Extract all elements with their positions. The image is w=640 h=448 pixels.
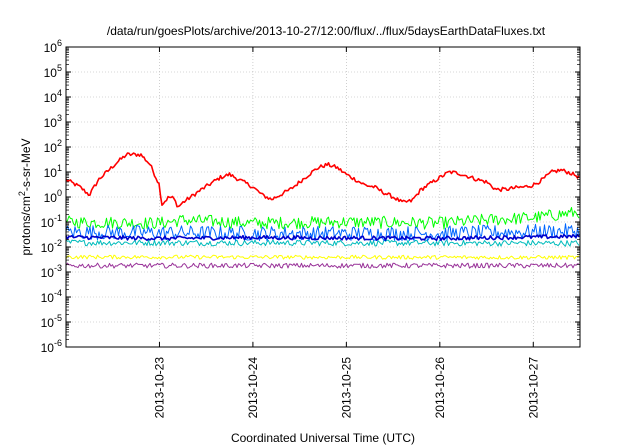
- x-tick-label: 2013-10-23: [152, 357, 166, 419]
- chart-title: /data/run/goesPlots/archive/2013-10-27/1…: [107, 24, 546, 38]
- y-axis: 10-6 10-5 10-4 10-3 10-2 10-1 100 101 102 103 104 1…: [41, 38, 580, 355]
- series-line-7: [65, 262, 580, 269]
- y-axis-label: protons/cm2-s-sr-MeV: [17, 138, 33, 255]
- y-tick-label: 105: [44, 63, 62, 80]
- y-tick-label: 104: [44, 88, 62, 105]
- y-tick-label: 103: [44, 113, 62, 130]
- plot-frame: [65, 46, 581, 348]
- x-tick-label: 2013-10-26: [433, 357, 447, 419]
- series-line-6: [65, 254, 580, 260]
- y-tick-label: 10-5: [41, 313, 62, 330]
- x-axis-label: Coordinated Universal Time (UTC): [231, 431, 415, 445]
- y-tick-label: 10-1: [41, 213, 62, 230]
- y-tick-label: 101: [44, 163, 62, 180]
- series-line-3: [65, 239, 580, 247]
- y-tick-label: 100: [44, 188, 62, 205]
- series-line-4: [65, 223, 580, 242]
- y-tick-label: 106: [44, 38, 62, 55]
- y-tick-label: 10-4: [41, 288, 62, 305]
- y-tick-label: 10-2: [41, 238, 62, 255]
- x-tick-label: 2013-10-25: [339, 357, 353, 419]
- x-tick-label: 2013-10-24: [246, 357, 260, 419]
- grid: [66, 47, 580, 347]
- y-tick-label: 10-3: [41, 263, 62, 280]
- series-line-5: [65, 233, 580, 242]
- x-axis: 2013-10-23 2013-10-24 2013-10-25 2013-10-26…: [152, 47, 540, 418]
- series-line-1: [65, 152, 580, 208]
- y-tick-label: 10-6: [41, 338, 62, 355]
- y-tick-label: 102: [44, 138, 62, 155]
- series-line-2: [65, 207, 580, 230]
- x-tick-label: 2013-10-27: [526, 357, 540, 419]
- series-layer: [65, 152, 580, 269]
